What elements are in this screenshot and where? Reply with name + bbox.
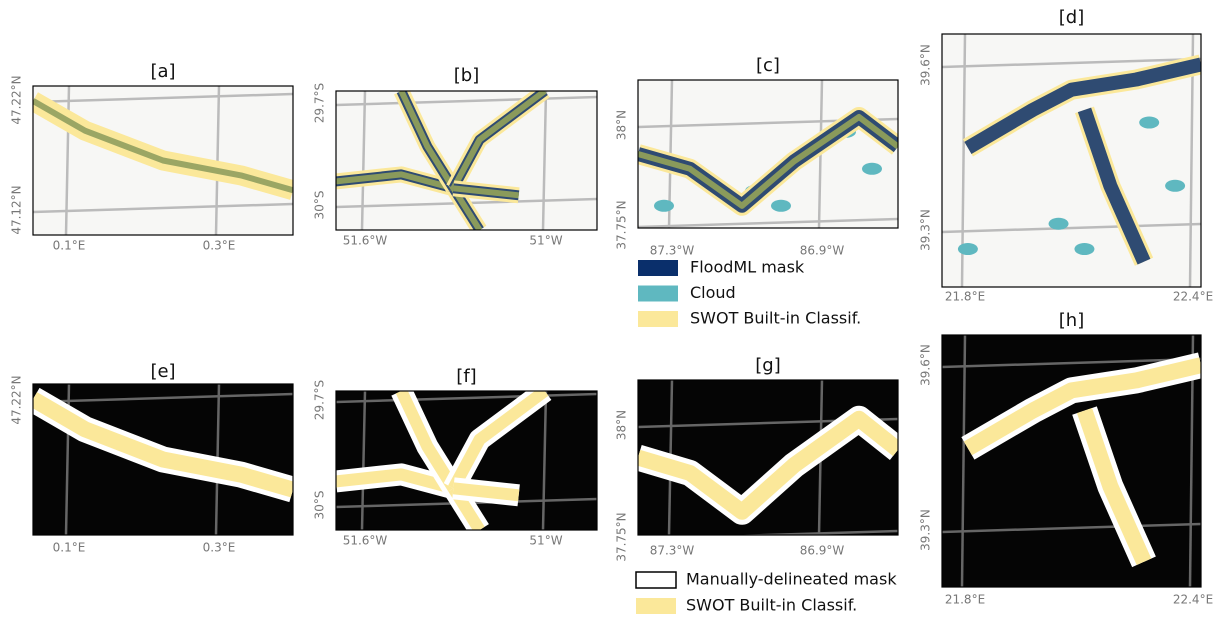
panel-title: [b] (454, 65, 479, 86)
map-panel (638, 80, 898, 228)
cloud-patch (771, 200, 791, 212)
cloud-patch (1049, 218, 1069, 230)
panel-title: [f] (456, 366, 476, 387)
longitude-label: 87.3°W (650, 244, 695, 258)
panel-title: [e] (150, 361, 175, 382)
longitude-label: 86.9°W (800, 544, 845, 558)
latitude-label: 29.7°S (313, 83, 327, 123)
legend-swatch (638, 286, 678, 302)
longitude-label: 0.1°E (53, 239, 86, 253)
cloud-patch (958, 243, 978, 255)
longitude-label: 0.3°E (203, 239, 236, 253)
longitude-label: 87.3°W (650, 544, 695, 558)
longitude-label: 51.6°W (343, 534, 388, 548)
map-panel (638, 380, 898, 539)
longitude-label: 22.4°E (1173, 593, 1213, 607)
map-panel (336, 391, 597, 530)
legend-swatch (636, 598, 676, 614)
map-panel (336, 91, 597, 230)
cloud-patch (654, 200, 674, 212)
latitude-label: 39.6°N (919, 344, 933, 386)
longitude-label: 22.4°E (1173, 290, 1213, 304)
figure: [a] 0.1°E 0.3°E 47.22°N 47.12°N [b] 51.6°W 51°W… (0, 0, 1219, 617)
longitude-label: 21.8°E (945, 290, 985, 304)
cloud-patch (1074, 243, 1094, 255)
cloud-patch (862, 163, 882, 175)
map-panel (33, 86, 293, 235)
longitude-label: 0.3°E (203, 541, 236, 555)
map-panel (942, 34, 1201, 287)
legend-swatch (636, 572, 676, 588)
legend-swatch (638, 311, 678, 327)
latitude-label: 47.22°N (10, 75, 24, 124)
map-background (638, 80, 898, 228)
panel-title: [c] (756, 55, 780, 76)
cloud-patch (1139, 117, 1159, 129)
latitude-label: 38°N (615, 410, 629, 440)
latitude-label: 39.3°N (919, 509, 933, 551)
latitude-label: 47.12°N (10, 185, 24, 234)
cloud-patch (1165, 180, 1185, 192)
latitude-label: 37.75°N (615, 200, 629, 249)
panel-title: [g] (755, 355, 780, 376)
panel-title: [d] (1059, 7, 1084, 28)
map-panel (33, 384, 293, 535)
latitude-label: 37.75°N (615, 512, 629, 561)
latitude-label: 39.6°N (919, 44, 933, 86)
latitude-label: 47.22°N (10, 375, 24, 424)
legend-swatch (638, 260, 678, 276)
legend-label: Cloud (690, 283, 736, 302)
latitude-label: 38°N (615, 110, 629, 140)
legend-label: SWOT Built-in Classif. (686, 596, 857, 615)
legend-label: SWOT Built-in Classif. (690, 309, 861, 328)
panel-title: [a] (150, 61, 175, 82)
latitude-label: 29.7°S (313, 380, 327, 420)
longitude-label: 51°W (529, 234, 562, 248)
longitude-label: 51°W (529, 534, 562, 548)
longitude-label: 21.8°E (945, 593, 985, 607)
legend-label: FloodML mask (690, 258, 805, 277)
swot-classification (453, 488, 518, 495)
map-panel (942, 335, 1201, 587)
latitude-label: 39.3°N (919, 209, 933, 251)
longitude-label: 51.6°W (343, 234, 388, 248)
longitude-label: 86.9°W (800, 244, 845, 258)
panel-title: [h] (1059, 310, 1084, 331)
longitude-label: 0.1°E (53, 541, 86, 555)
latitude-label: 30°S (313, 491, 327, 520)
latitude-label: 30°S (313, 191, 327, 220)
legend-label: Manually-delineated mask (686, 570, 897, 589)
